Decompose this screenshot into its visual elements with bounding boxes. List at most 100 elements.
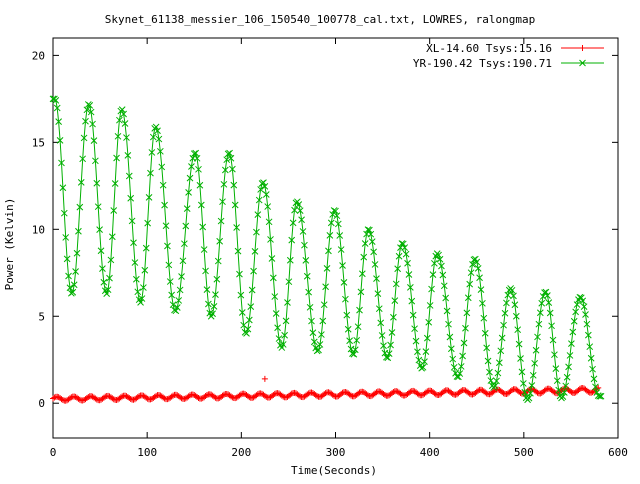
series-yr-marker — [213, 275, 221, 283]
series-yr-marker — [230, 181, 238, 189]
legend-entry-marker — [579, 45, 586, 51]
series-yr-marker — [79, 155, 87, 163]
series-yr-marker — [236, 270, 243, 278]
series-yr-marker — [332, 207, 339, 215]
series-yr-marker — [168, 291, 176, 299]
series-yr-marker — [514, 326, 522, 334]
series-yr-marker — [296, 207, 304, 214]
legend-entry-label: XL-14.60 Tsys:15.16 — [426, 42, 552, 55]
series-yr-marker — [447, 345, 455, 353]
series-yr-marker — [94, 203, 102, 211]
series-yr-marker — [192, 149, 200, 157]
series-xl-marker — [232, 395, 239, 402]
series-yr-marker — [295, 201, 303, 208]
series-yr-marker — [371, 261, 379, 268]
series-yr-marker — [503, 299, 510, 307]
series-yr-marker — [538, 299, 546, 307]
series-yr-marker — [77, 179, 85, 186]
series-yr-marker — [86, 102, 94, 109]
series-yr-marker — [322, 283, 329, 291]
series-yr-marker — [279, 341, 287, 348]
series-yr-marker — [257, 186, 264, 193]
series-yr-marker — [130, 239, 137, 247]
series-yr-marker — [118, 106, 126, 113]
series-yr-marker — [484, 357, 492, 365]
series-yr-marker — [116, 116, 123, 124]
series-yr-marker — [572, 308, 579, 316]
series-yr-marker — [446, 333, 454, 341]
series-yr-marker — [422, 348, 430, 355]
series-yr-marker — [308, 317, 315, 325]
series-yr-marker — [462, 324, 469, 332]
series-xl-marker — [316, 393, 323, 400]
series-yr-marker — [479, 299, 486, 307]
series-yr-marker — [481, 329, 489, 337]
series-yr-marker — [349, 350, 356, 357]
series-yr-marker — [394, 265, 402, 273]
series-yr-marker — [310, 338, 318, 346]
series-yr-marker — [392, 280, 400, 288]
series-yr-marker — [56, 137, 64, 144]
series-yr-marker — [175, 297, 183, 304]
series-yr-marker — [75, 227, 82, 235]
series-yr-marker — [159, 181, 167, 189]
y-tick-label: 15 — [32, 136, 45, 149]
series-yr-marker — [59, 184, 67, 192]
series-xl-marker — [283, 394, 290, 401]
series-yr-marker — [156, 147, 164, 155]
series-yr-marker — [209, 310, 216, 318]
series-yr-marker — [361, 240, 369, 247]
legend: XL-14.60 Tsys:15.16 YR-190.42 Tsys:190.71 — [413, 42, 604, 70]
series-yr-marker — [375, 305, 383, 313]
series-yr-marker — [237, 291, 245, 299]
series-yr-marker — [305, 288, 313, 296]
series-yr-marker — [65, 272, 72, 280]
series-yr-marker — [388, 329, 396, 336]
series-yr-marker — [529, 371, 537, 379]
series-yr-marker — [93, 179, 101, 187]
series-yr-marker — [220, 180, 228, 188]
series-yr-marker — [414, 348, 421, 356]
series-yr-marker — [205, 300, 212, 308]
series-yr-marker — [188, 163, 195, 170]
series-yr-marker — [587, 354, 595, 362]
series-yr-marker — [512, 312, 520, 320]
series-yr-marker — [334, 220, 342, 228]
series-yr-marker — [569, 328, 577, 336]
series-yr-marker — [586, 343, 594, 351]
series-yr-marker — [202, 267, 209, 275]
series-yr-marker — [370, 248, 377, 256]
series-yr-marker — [409, 311, 417, 319]
series-yr-marker — [456, 370, 464, 377]
series-yr-marker — [449, 355, 457, 363]
series-yr-marker — [374, 290, 382, 298]
series-yr-marker — [590, 375, 598, 383]
series-xl-marker — [249, 394, 256, 401]
series-yr-marker — [583, 320, 591, 328]
series-yr-marker — [111, 180, 119, 187]
series-xl-marker — [215, 395, 222, 402]
series-yr-marker — [407, 284, 414, 291]
series-yr-marker — [425, 318, 433, 326]
series-yr-marker — [72, 268, 79, 275]
series-yr-marker — [500, 321, 507, 329]
series-yr-marker — [238, 309, 246, 316]
series-yr-marker — [58, 159, 65, 167]
series-yr-marker — [326, 231, 334, 239]
series-yr-marker — [517, 355, 524, 362]
series-yr-marker — [457, 363, 465, 370]
series-yr-marker — [147, 169, 154, 177]
series-yr-marker — [195, 165, 202, 173]
series-yr-marker — [343, 311, 351, 319]
series-yr-marker — [532, 346, 540, 354]
series-yr-marker — [210, 303, 218, 310]
series-yr-marker — [169, 301, 177, 309]
series-yr-marker — [227, 154, 235, 162]
series-yr-marker — [357, 288, 365, 296]
series-yr-marker — [330, 207, 338, 214]
series-yr-marker — [358, 270, 366, 278]
series-yr-marker — [548, 322, 555, 330]
series-yr-marker — [219, 198, 226, 206]
